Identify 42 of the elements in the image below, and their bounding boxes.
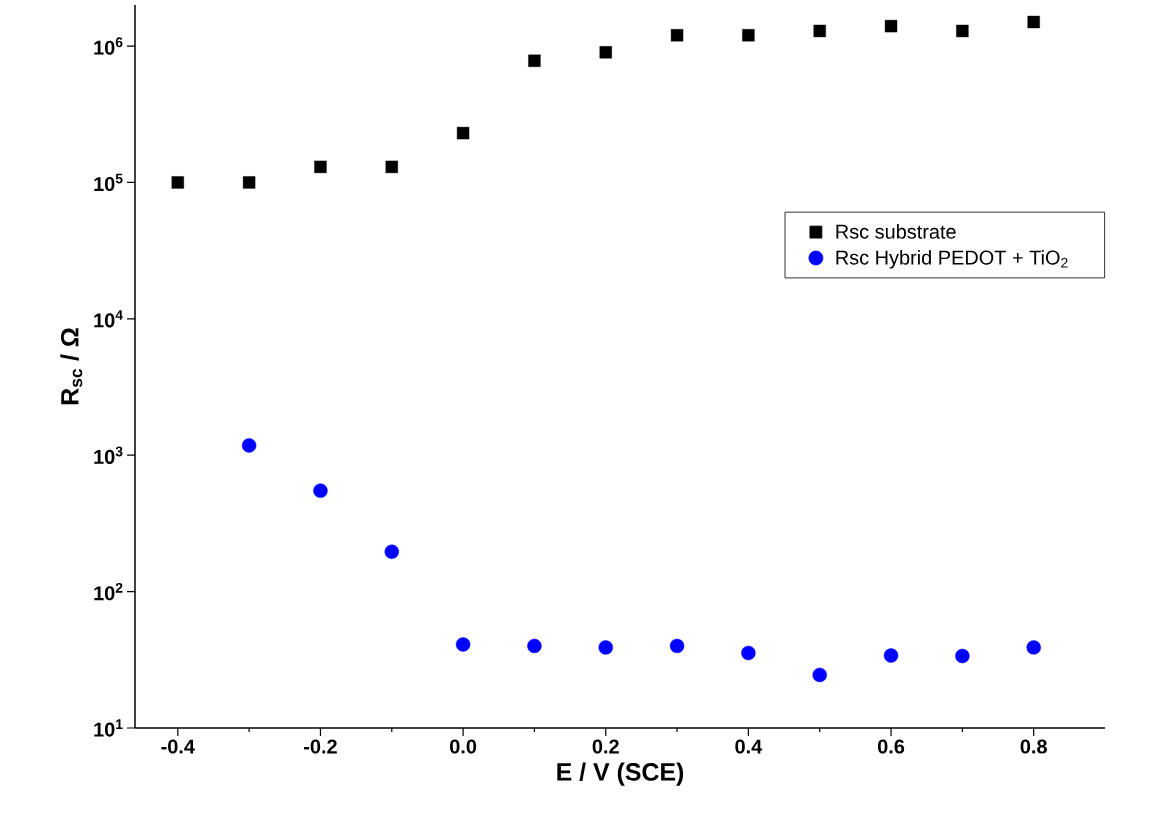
y-tick-label: 10$^{4}$: [94, 310, 123, 328]
point: [883, 648, 899, 663]
y-tick-label: 10$^{1}$: [94, 719, 123, 737]
point: [242, 176, 256, 189]
x-tick-label: 0.2: [592, 739, 619, 754]
point: [742, 29, 755, 42]
point: [741, 645, 756, 661]
legend-label: Rsc Hybrid PEDOT + TiO$_{2}$: [836, 250, 1068, 269]
point: [455, 637, 471, 652]
point: [598, 640, 613, 655]
point: [1027, 15, 1040, 29]
y-tick-label: 10$^{2}$: [94, 582, 123, 601]
x-tick-label: 0.8: [1020, 739, 1047, 754]
x-tick-label: 0.0: [450, 739, 477, 754]
x-tick-label: -0.2: [304, 739, 337, 754]
point: [813, 24, 826, 38]
point: [812, 667, 827, 683]
point: [527, 638, 542, 654]
point: [670, 29, 684, 42]
point: [456, 126, 470, 140]
y-tick-label: 10$^{6}$: [94, 37, 123, 55]
point: [955, 648, 970, 664]
point: [171, 176, 184, 189]
legend-label: Rsc substrate: [836, 224, 956, 239]
point: [599, 46, 612, 59]
point: [385, 160, 398, 174]
point: [1026, 640, 1041, 655]
point: [884, 19, 898, 33]
point: [669, 638, 685, 654]
x-tick-label: -0.4: [161, 739, 195, 754]
x-axis-title: E / V (SCE): [557, 762, 684, 786]
y-tick-label: 10$^{3}$: [94, 446, 123, 464]
y-tick-label: 10$^{5}$: [94, 173, 123, 192]
x-tick-label: 0.4: [735, 739, 763, 754]
point: [384, 544, 399, 559]
point: [956, 24, 969, 38]
y-axis-title: R$_{sc}$ / Ω: [60, 328, 83, 405]
point: [241, 438, 257, 453]
point: [313, 483, 328, 498]
point: [528, 54, 541, 67]
point: [314, 160, 327, 174]
x-tick-label: 0.6: [877, 739, 905, 754]
